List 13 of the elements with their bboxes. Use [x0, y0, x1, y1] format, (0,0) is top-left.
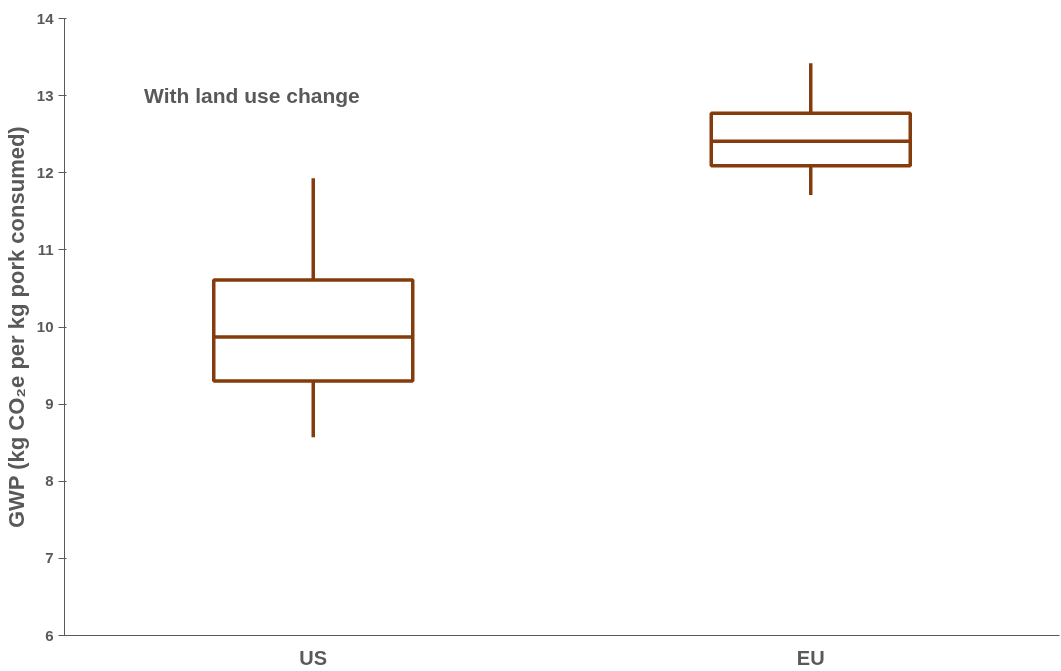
y-axis-title: GWP (kg CO₂e per kg pork consumed) [3, 126, 29, 529]
y-tick-label: 12 [36, 163, 54, 181]
x-tick-label: EU [796, 646, 825, 669]
y-tick-label: 11 [37, 240, 54, 258]
y-tick-label: 13 [36, 86, 54, 104]
y-tick-label: 10 [36, 318, 54, 335]
x-tick-label: US [299, 646, 328, 669]
y-tick-label: 7 [45, 549, 54, 567]
y-tick-label: 9 [45, 395, 54, 413]
annotation: With land use change [144, 84, 360, 108]
y-tick-label: 8 [45, 472, 54, 490]
y-tick-label: 6 [45, 626, 54, 644]
y-tick-label: 14 [36, 9, 55, 27]
